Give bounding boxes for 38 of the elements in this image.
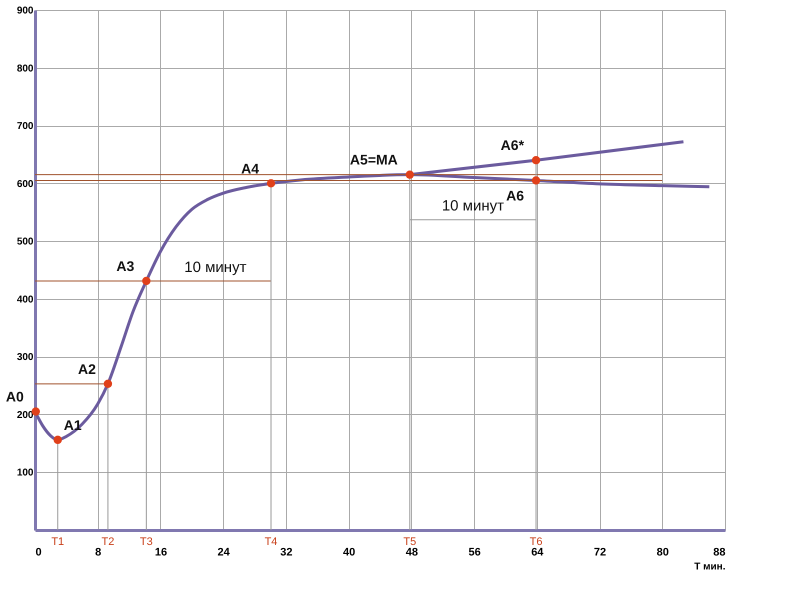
x-tick-label: 40 <box>343 546 356 558</box>
annotation: T5 <box>403 536 416 548</box>
x-tick-label: 48 <box>406 546 418 558</box>
x-tick-label: 80 <box>656 546 669 558</box>
x-tick-label: 0 <box>36 546 42 558</box>
y-tick-label: 800 <box>16 63 34 74</box>
annotation: A2 <box>78 360 96 377</box>
y-tick-label: 400 <box>16 294 34 306</box>
y-tick-label: 700 <box>16 121 34 132</box>
annotation: 10 минут <box>442 198 504 215</box>
y-tick-label: 100 <box>16 468 34 479</box>
x-tick-label: 64 <box>531 546 544 558</box>
annotation: T1 <box>51 536 64 548</box>
annotation: A1 <box>64 416 82 433</box>
y-tick-label: 200 <box>16 410 34 421</box>
x-tick-label: 8 <box>95 546 102 558</box>
annotation: A3 <box>116 258 135 274</box>
annotation: A0 <box>6 388 24 405</box>
x-tick-label: 32 <box>280 546 293 558</box>
y-tick-label: 300 <box>16 352 34 364</box>
y-tick-label: 900 <box>16 6 34 16</box>
annotation: T3 <box>140 536 153 548</box>
annotation: T2 <box>102 536 114 548</box>
annotation: T4 <box>264 536 278 548</box>
annotation: A6* <box>500 137 525 154</box>
annotation: A4 <box>241 160 260 176</box>
annotation: A6 <box>506 187 524 204</box>
y-tick-label: 600 <box>16 178 34 190</box>
annotation: T6 <box>530 536 542 548</box>
x-tick-label: 24 <box>218 546 231 558</box>
x-axis-title: Т мин. <box>694 562 726 572</box>
x-tick-label: 56 <box>468 546 481 558</box>
y-tick-label: 500 <box>16 236 34 248</box>
x-tick-label: 88 <box>713 546 726 558</box>
annotation: A5=MA <box>350 152 398 168</box>
x-tick-label: 72 <box>594 546 606 558</box>
annotation: 10 минут <box>184 258 247 276</box>
x-tick-label: 16 <box>154 546 168 558</box>
